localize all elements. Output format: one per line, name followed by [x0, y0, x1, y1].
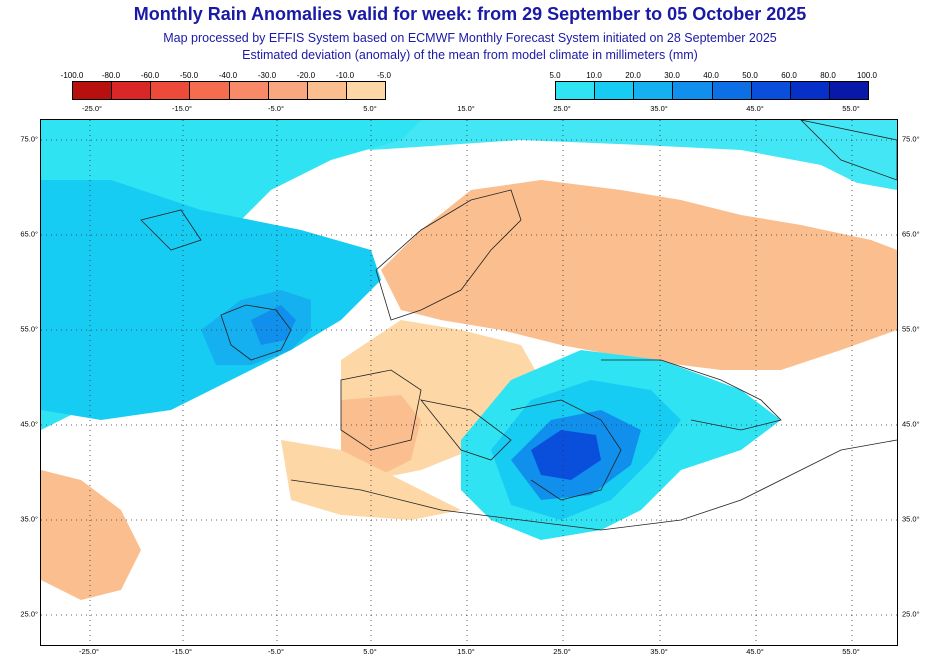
longitude-label: 35.0° — [650, 104, 668, 113]
latitude-label: 45.0° — [20, 419, 38, 429]
longitude-label: -5.0° — [268, 647, 284, 656]
latitude-label: 65.0° — [902, 229, 920, 239]
longitude-label: 45.0° — [746, 647, 764, 656]
legend-positive-label: 80.0 — [820, 71, 836, 80]
legend-positive-swatch-0 — [556, 82, 596, 99]
longitude-label: 15.0° — [457, 647, 475, 656]
longitude-label: 25.0° — [553, 647, 571, 656]
longitude-labels-top: -25.0° -15.0° -5.0° 5.0° 15.0° 25.0° 35.… — [0, 104, 940, 114]
longitude-label: -25.0° — [81, 104, 103, 113]
legend-negative-swatch-5 — [268, 82, 308, 99]
legend-positive-label: 100.0 — [856, 71, 878, 80]
legend-positive-swatch-1 — [595, 82, 635, 99]
latitude-label: 55.0° — [20, 324, 38, 334]
legend-positive-swatch-5 — [751, 82, 791, 99]
iberia-dry-anomaly — [341, 395, 421, 480]
legend-negative-label: -5.0 — [377, 71, 391, 80]
longitude-labels-bottom: -25.0° -15.0° -5.0° 5.0° 15.0° 25.0° 35.… — [0, 647, 940, 657]
longitude-label: 55.0° — [842, 647, 860, 656]
latitude-label: 65.0° — [20, 229, 38, 239]
atlantic-wet-anomaly-medium — [41, 180, 381, 420]
legend-positive-label: 5.0 — [549, 71, 561, 80]
legend-negative-label: -10.0 — [335, 71, 355, 80]
latitude-label: 45.0° — [902, 419, 920, 429]
map-title: Monthly Rain Anomalies valid for week: f… — [133, 4, 807, 24]
legend-positive-label: 50.0 — [742, 71, 758, 80]
legend-positive-swatch-3 — [673, 82, 713, 99]
longitude-label: 55.0° — [842, 104, 860, 113]
latitude-label: 55.0° — [902, 324, 920, 334]
anomaly-map — [40, 119, 898, 646]
balkans-wet-anomaly-core — [531, 430, 601, 480]
longitude-label: 5.0° — [363, 647, 377, 656]
longitude-label: 25.0° — [553, 104, 571, 113]
legend-positive-swatch-6 — [790, 82, 830, 99]
legend-positive-colorbar — [555, 81, 869, 100]
latitude-label: 75.0° — [902, 134, 920, 144]
legend-positive-label: 60.0 — [781, 71, 797, 80]
atlantic-southwest-dry-anomaly — [41, 470, 141, 600]
legend-positive-swatch-2 — [634, 82, 674, 99]
longitude-label: 35.0° — [650, 647, 668, 656]
legend-negative-swatch-1 — [112, 82, 152, 99]
legend-negative-swatch-3 — [190, 82, 230, 99]
legend-negative-colorbar — [72, 81, 386, 100]
longitude-label: 15.0° — [457, 104, 475, 113]
latitude-label: 75.0° — [20, 134, 38, 144]
longitude-label: 45.0° — [746, 104, 764, 113]
longitude-label: -5.0° — [268, 104, 284, 113]
legend-negative-label: -80.0 — [101, 71, 121, 80]
longitude-label: -25.0° — [78, 647, 100, 656]
legend-negative-labels: -100.0 -80.0 -60.0 -50.0 -40.0 -30.0 -20… — [61, 71, 391, 82]
map-canvas — [41, 120, 897, 645]
map-subtitle-description: Estimated deviation (anomaly) of the mea… — [242, 48, 698, 62]
latitude-label: 25.0° — [902, 609, 920, 619]
legend-positive-swatch-7 — [829, 82, 868, 99]
legend-negative-swatch-6 — [307, 82, 347, 99]
legend-negative-label: -30.0 — [257, 71, 277, 80]
legend-positive-label: 40.0 — [703, 71, 719, 80]
latitude-labels-left: 75.0° 65.0° 55.0° 45.0° 35.0° 25.0° — [0, 0, 38, 664]
latitude-label: 35.0° — [20, 514, 38, 524]
legend-negative-label: -60.0 — [140, 71, 160, 80]
latitude-labels-right: 75.0° 65.0° 55.0° 45.0° 35.0° 25.0° — [902, 0, 940, 664]
northeast-europe-dry-anomaly — [381, 180, 897, 370]
legend-positive-labels: 5.0 10.0 20.0 30.0 40.0 50.0 60.0 80.0 1… — [549, 71, 877, 82]
legend-negative-label: -40.0 — [218, 71, 238, 80]
legend-positive-label: 30.0 — [664, 71, 680, 80]
legend-negative-swatch-7 — [346, 82, 385, 99]
legend-negative-label: -20.0 — [296, 71, 316, 80]
latitude-label: 25.0° — [20, 609, 38, 619]
british-isles-wet-anomaly-core — [251, 305, 296, 345]
legend-negative-label: -100.0 — [60, 71, 84, 80]
longitude-label: -15.0° — [171, 104, 193, 113]
longitude-label: 5.0° — [363, 104, 377, 113]
legend-negative-swatch-4 — [229, 82, 269, 99]
legend-positive-label: 10.0 — [586, 71, 602, 80]
legend-negative-swatch-0 — [73, 82, 113, 99]
longitude-label: -15.0° — [171, 647, 193, 656]
coastlines — [140, 120, 897, 531]
latitude-label: 35.0° — [902, 514, 920, 524]
legend-negative-label: -50.0 — [179, 71, 199, 80]
legend-positive-swatch-4 — [712, 82, 752, 99]
legend-negative-swatch-2 — [151, 82, 191, 99]
legend-positive-label: 20.0 — [625, 71, 641, 80]
map-subtitle-source: Map processed by EFFIS System based on E… — [163, 31, 777, 45]
